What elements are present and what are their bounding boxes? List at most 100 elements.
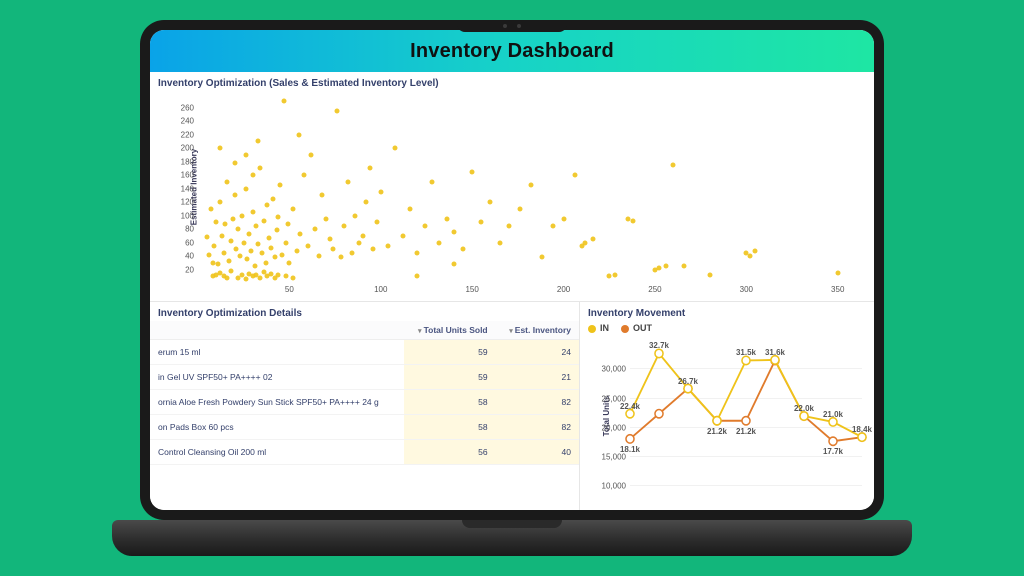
scatter-point[interactable] (517, 206, 522, 211)
table-row[interactable]: in Gel UV SPF50+ PA++++ 025921 (150, 365, 579, 390)
scatter-point[interactable] (539, 255, 544, 260)
scatter-point[interactable] (506, 223, 511, 228)
scatter-point[interactable] (234, 247, 239, 252)
scatter-point[interactable] (323, 216, 328, 221)
scatter-point[interactable] (550, 223, 555, 228)
scatter-point[interactable] (316, 254, 321, 259)
scatter-point[interactable] (245, 257, 250, 262)
scatter-point[interactable] (572, 173, 577, 178)
scatter-point[interactable] (252, 264, 257, 269)
scatter-point[interactable] (285, 221, 290, 226)
scatter-point[interactable] (583, 240, 588, 245)
scatter-point[interactable] (497, 240, 502, 245)
scatter-point[interactable] (707, 272, 712, 277)
scatter-point[interactable] (208, 206, 213, 211)
scatter-plot-area[interactable]: 2040608010012014016018020022024026050100… (198, 94, 856, 283)
scatter-point[interactable] (287, 260, 292, 265)
scatter-point[interactable] (422, 223, 427, 228)
scatter-point[interactable] (342, 223, 347, 228)
scatter-point[interactable] (217, 146, 222, 151)
scatter-point[interactable] (470, 169, 475, 174)
table-row[interactable]: Control Cleansing Oil 200 ml5640 (150, 440, 579, 465)
scatter-point[interactable] (415, 274, 420, 279)
scatter-point[interactable] (228, 239, 233, 244)
movement-plot-area[interactable]: 10,00015,00020,00025,00030,00022.4k32.7k… (630, 340, 862, 498)
scatter-point[interactable] (269, 245, 274, 250)
scatter-point[interactable] (349, 250, 354, 255)
table-row[interactable]: ornia Aloe Fresh Powdery Sun Stick SPF50… (150, 390, 579, 415)
scatter-point[interactable] (479, 220, 484, 225)
scatter-point[interactable] (243, 152, 248, 157)
scatter-point[interactable] (393, 146, 398, 151)
scatter-point[interactable] (254, 224, 259, 229)
scatter-point[interactable] (296, 132, 301, 137)
scatter-point[interactable] (408, 206, 413, 211)
scatter-point[interactable] (278, 183, 283, 188)
scatter-point[interactable] (607, 274, 612, 279)
scatter-point[interactable] (461, 247, 466, 252)
scatter-point[interactable] (210, 260, 215, 265)
scatter-point[interactable] (444, 216, 449, 221)
scatter-point[interactable] (429, 179, 434, 184)
scatter-point[interactable] (225, 179, 230, 184)
scatter-point[interactable] (415, 250, 420, 255)
scatter-point[interactable] (217, 200, 222, 205)
scatter-point[interactable] (232, 160, 237, 165)
scatter-point[interactable] (216, 262, 221, 267)
scatter-point[interactable] (247, 232, 252, 237)
scatter-point[interactable] (249, 248, 254, 253)
scatter-point[interactable] (451, 230, 456, 235)
scatter-point[interactable] (250, 210, 255, 215)
scatter-point[interactable] (656, 266, 661, 271)
scatter-point[interactable] (239, 213, 244, 218)
scatter-point[interactable] (561, 216, 566, 221)
scatter-point[interactable] (243, 276, 248, 281)
details-col-sold[interactable]: ▾Total Units Sold (404, 321, 496, 340)
scatter-point[interactable] (272, 255, 277, 260)
scatter-point[interactable] (238, 254, 243, 259)
scatter-point[interactable] (261, 218, 266, 223)
scatter-point[interactable] (265, 203, 270, 208)
scatter-point[interactable] (223, 221, 228, 226)
scatter-point[interactable] (256, 241, 261, 246)
scatter-point[interactable] (206, 252, 211, 257)
scatter-point[interactable] (331, 247, 336, 252)
scatter-point[interactable] (747, 254, 752, 259)
scatter-point[interactable] (241, 240, 246, 245)
scatter-point[interactable] (291, 206, 296, 211)
table-row[interactable]: on Pads Box 60 pcs5882 (150, 415, 579, 440)
scatter-point[interactable] (243, 186, 248, 191)
scatter-point[interactable] (334, 108, 339, 113)
scatter-point[interactable] (225, 275, 230, 280)
scatter-point[interactable] (263, 260, 268, 265)
scatter-point[interactable] (219, 233, 224, 238)
scatter-point[interactable] (256, 139, 261, 144)
scatter-point[interactable] (267, 236, 272, 241)
scatter-point[interactable] (236, 227, 241, 232)
scatter-point[interactable] (280, 252, 285, 257)
scatter-point[interactable] (298, 232, 303, 237)
scatter-point[interactable] (205, 235, 210, 240)
scatter-point[interactable] (258, 166, 263, 171)
scatter-point[interactable] (270, 196, 275, 201)
details-col-inventory[interactable]: ▾Est. Inventory (496, 321, 579, 340)
scatter-point[interactable] (835, 270, 840, 275)
scatter-point[interactable] (232, 193, 237, 198)
scatter-point[interactable] (281, 98, 286, 103)
scatter-point[interactable] (309, 152, 314, 157)
scatter-point[interactable] (451, 262, 456, 267)
scatter-point[interactable] (214, 220, 219, 225)
scatter-point[interactable] (590, 237, 595, 242)
scatter-point[interactable] (682, 264, 687, 269)
scatter-point[interactable] (378, 189, 383, 194)
scatter-point[interactable] (367, 166, 372, 171)
scatter-point[interactable] (671, 162, 676, 167)
scatter-point[interactable] (228, 268, 233, 273)
scatter-point[interactable] (364, 200, 369, 205)
scatter-point[interactable] (612, 272, 617, 277)
legend-out[interactable]: OUT (621, 323, 652, 333)
scatter-point[interactable] (375, 220, 380, 225)
scatter-point[interactable] (320, 193, 325, 198)
scatter-point[interactable] (488, 200, 493, 205)
scatter-point[interactable] (528, 183, 533, 188)
